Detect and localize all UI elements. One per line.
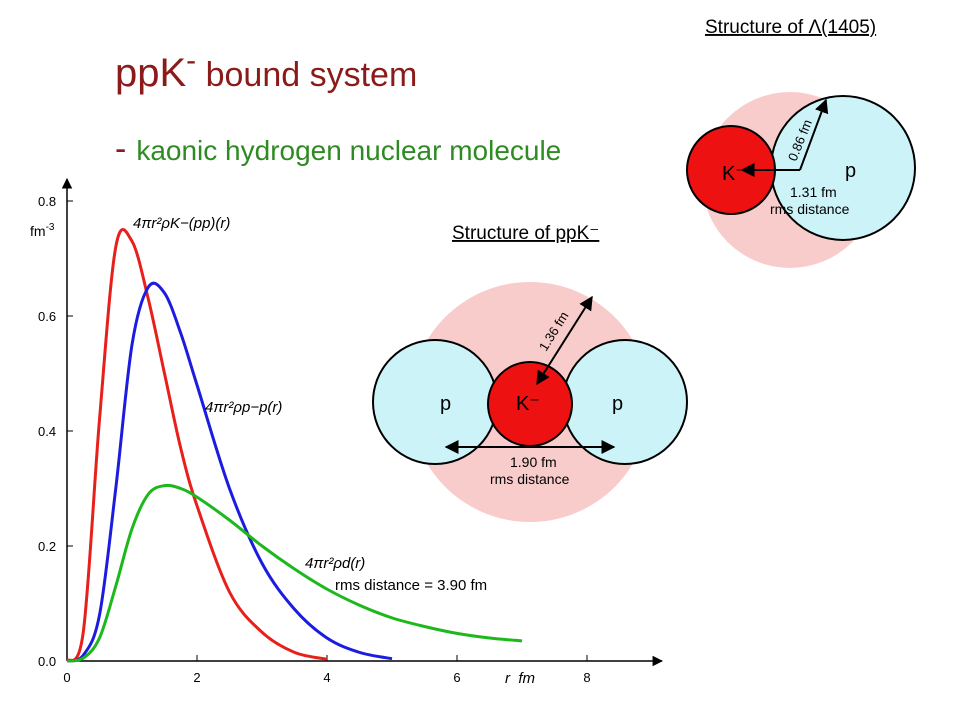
title-sup: - <box>186 44 196 77</box>
label: p <box>612 393 623 415</box>
x-tick-label: 2 <box>193 670 200 685</box>
proton <box>770 95 916 241</box>
subtitle-dash: - <box>115 130 126 168</box>
y-tick-label: 0.6 <box>38 309 56 324</box>
label: rms distance <box>770 201 850 217</box>
label: 1.90 fm <box>510 454 557 470</box>
series-label: 4πr²ρd(r) <box>305 555 365 572</box>
x-tick-label: 0 <box>63 670 70 685</box>
arrow <box>799 98 829 171</box>
y-tick-label: 0.8 <box>38 194 56 209</box>
diagram-title: Structure of Λ(1405) <box>705 17 876 38</box>
proton <box>562 339 688 465</box>
plot: fm-3 r fm rms distance = 3.90 fm 0.0 0.2 0… <box>30 177 664 687</box>
y-tick-label: 0.2 <box>38 539 56 554</box>
title-rest: bound system <box>196 56 417 94</box>
x-tick-label: 6 <box>453 670 460 685</box>
lambda-diagram: Structure of Λ(1405) K⁻ p 0.86 fm 1.31 f… <box>686 17 916 268</box>
label: 1.31 fm <box>790 184 837 200</box>
annotation: rms distance = 3.90 fm <box>335 577 487 594</box>
y-axis-label: fm-3 <box>30 222 55 239</box>
line-series <box>66 483 523 663</box>
label: rms distance <box>490 471 570 487</box>
y-label-exponent: -3 <box>46 222 55 233</box>
diagram-title: Structure of ppK⁻ <box>452 223 599 244</box>
line-series <box>66 281 393 663</box>
title-main: ppK <box>115 51 186 95</box>
arrow <box>536 295 593 386</box>
x-tick-label: 8 <box>583 670 590 685</box>
x-tick-label: 4 <box>323 670 330 685</box>
y-tick-label: 0.4 <box>38 424 56 439</box>
proton <box>372 339 498 465</box>
line-series <box>65 228 328 663</box>
series-label: 4πr²ρp−p(r) <box>205 399 282 416</box>
series-label: 4πr²ρK−(pp)(r) <box>133 215 230 232</box>
ppk-diagram: Structure of ppK⁻ p K⁻ p 1.36 fm 1.90 fm… <box>372 223 688 522</box>
slide-subtitle: - kaonic hydrogen nuclear molecule <box>115 130 561 168</box>
label: p <box>440 393 451 415</box>
x-axis-label: r fm <box>505 670 535 687</box>
label: K⁻ <box>722 163 746 185</box>
y-tick-label: 0.0 <box>38 654 56 669</box>
label: p <box>845 160 856 182</box>
label: K⁻ <box>516 393 540 415</box>
y-label-unit: fm <box>30 223 46 239</box>
slide-title: ppK- bound system <box>115 44 417 95</box>
subtitle-text: kaonic hydrogen nuclear molecule <box>136 135 561 166</box>
